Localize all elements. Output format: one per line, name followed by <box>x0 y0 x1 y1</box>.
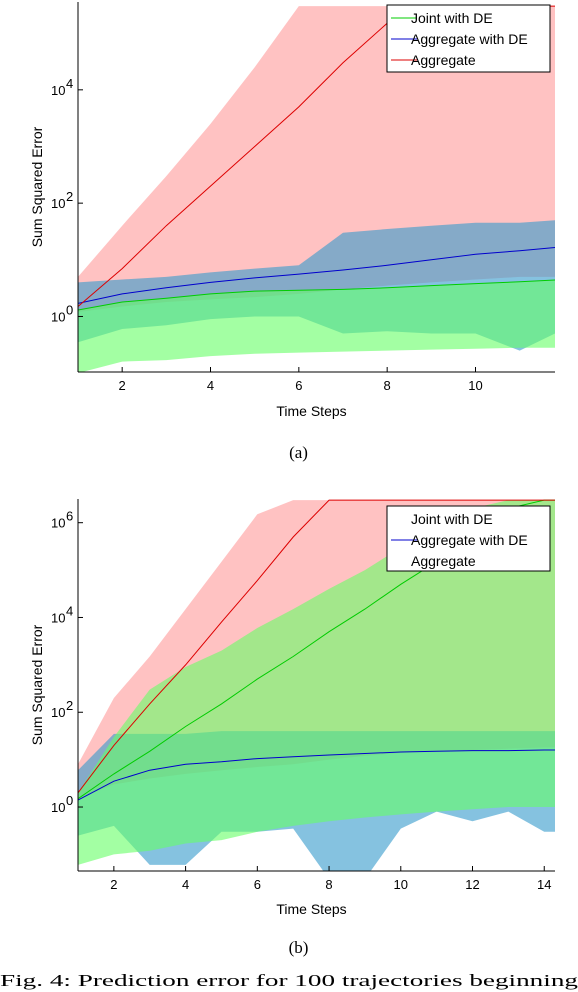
legend-label: Joint with DE <box>411 10 493 26</box>
y-axis-label: Sum Squared Error <box>29 624 45 745</box>
line-aggregate <box>78 499 555 794</box>
y-tick-exponent: 0 <box>66 302 73 317</box>
y-tick-exponent: 0 <box>66 793 73 808</box>
legend: Joint with DE Aggregate with DE Aggregate <box>386 505 551 572</box>
x-tick-label: 6 <box>295 378 302 393</box>
x-axis-label: Time Steps <box>276 403 346 419</box>
panel-label: (a) <box>289 443 308 462</box>
y-tick-exponent: 6 <box>66 509 73 524</box>
legend-label: Aggregate with DE <box>411 532 528 548</box>
x-tick-label: 8 <box>325 877 332 892</box>
legend-box <box>386 505 551 572</box>
line-aggregate-with-de <box>78 247 555 304</box>
line-joint-with-de <box>78 279 555 311</box>
line-aggregate-with-de <box>78 749 555 801</box>
x-tick-label: 4 <box>182 877 189 892</box>
x-tick-label: 2 <box>119 378 126 393</box>
x-tick-label: 4 <box>207 378 214 393</box>
legend-label: Aggregate with DE <box>411 31 528 47</box>
legend: Joint with DE Aggregate with DE Aggregate <box>386 4 551 73</box>
plot-area <box>78 5 555 372</box>
y-tick-exponent: 4 <box>66 76 73 91</box>
legend-label: Joint with DE <box>411 511 493 527</box>
legend-label: Aggregate <box>411 52 476 68</box>
y-axis-label: Sum Squared Error <box>29 126 45 247</box>
legend-label: Aggregate <box>411 553 476 569</box>
x-axis-label: Time Steps <box>276 901 346 917</box>
band-joint-with-de <box>78 500 555 865</box>
band-joint-with-de <box>78 280 555 372</box>
y-tick-label: 10 <box>51 516 65 531</box>
y-tick-label: 10 <box>51 83 65 98</box>
plot-area <box>78 499 555 871</box>
y-tick-exponent: 2 <box>66 189 73 204</box>
panel-label: (b) <box>289 938 309 957</box>
x-tick-label: 10 <box>394 877 408 892</box>
y-tick-label: 10 <box>51 800 65 815</box>
y-tick-exponent: 4 <box>66 603 73 618</box>
y-tick-label: 10 <box>51 610 65 625</box>
y-tick-label: 10 <box>51 705 65 720</box>
y-tick-label: 10 <box>51 196 65 211</box>
y-tick-label: 10 <box>51 309 65 324</box>
y-tick-exponent: 2 <box>66 698 73 713</box>
x-tick-label: 2 <box>110 877 117 892</box>
x-tick-label: 6 <box>254 877 261 892</box>
x-tick-label: 12 <box>465 877 479 892</box>
x-tick-label: 10 <box>468 378 482 393</box>
figure-caption: Fig. 4: Prediction error for 100 traject… <box>0 971 578 990</box>
x-tick-label: 8 <box>384 378 391 393</box>
x-tick-label: 14 <box>537 877 551 892</box>
